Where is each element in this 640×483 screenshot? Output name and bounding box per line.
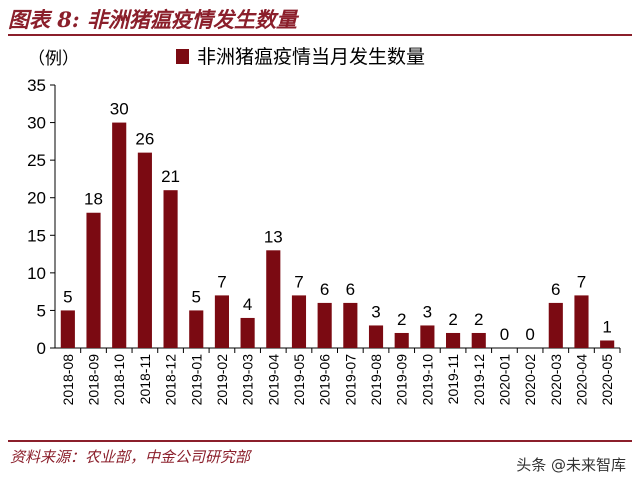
data-label: 1 bbox=[602, 317, 611, 336]
figure-title: 图表 8: 非洲猪瘟疫情发生数量 bbox=[8, 7, 297, 32]
x-tick-label: 2019-03 bbox=[240, 354, 256, 406]
y-tick-label: 35 bbox=[27, 76, 46, 95]
bar bbox=[446, 332, 461, 348]
x-tick-label: 2019-10 bbox=[419, 354, 435, 406]
x-axis-ticks: 2018-08 2018-09 2018-10 2018-11 2018-12 2019-… bbox=[60, 348, 621, 406]
bar bbox=[240, 317, 255, 348]
y-tick-label: 0 bbox=[37, 339, 46, 358]
bar bbox=[60, 310, 75, 348]
x-tick-label: 2019-05 bbox=[291, 354, 307, 406]
x-tick-label: 2020-02 bbox=[522, 354, 538, 406]
data-label: 2 bbox=[474, 310, 483, 329]
bar bbox=[600, 340, 615, 348]
data-label: 4 bbox=[243, 295, 252, 314]
bar bbox=[471, 332, 486, 348]
x-tick-label: 2019-08 bbox=[368, 354, 384, 406]
bars bbox=[60, 122, 615, 348]
data-label: 21 bbox=[161, 167, 180, 186]
data-label: 3 bbox=[423, 302, 432, 321]
x-tick-label: 2018-11 bbox=[137, 354, 153, 405]
data-label: 0 bbox=[525, 325, 534, 344]
y-axis-ticks: 0 5 10 15 20 25 30 35 bbox=[27, 76, 55, 358]
bar bbox=[163, 190, 178, 348]
bar bbox=[548, 302, 563, 348]
data-label: 2 bbox=[448, 310, 457, 329]
data-label: 13 bbox=[264, 227, 283, 246]
source-note: 资料来源：农业部，中金公司研究部 bbox=[10, 448, 251, 466]
bar bbox=[214, 295, 229, 348]
x-tick-label: 2018-10 bbox=[111, 354, 127, 406]
bar bbox=[420, 325, 435, 348]
x-tick-label: 2018-08 bbox=[60, 354, 76, 406]
x-tick-label: 2020-05 bbox=[599, 354, 615, 406]
data-label: 18 bbox=[84, 190, 103, 209]
x-tick-label: 2020-04 bbox=[573, 354, 589, 406]
y-tick-label: 10 bbox=[27, 264, 46, 283]
data-label: 3 bbox=[371, 302, 380, 321]
bar bbox=[291, 295, 307, 348]
title-rule bbox=[8, 34, 632, 36]
y-tick-label: 25 bbox=[27, 151, 46, 170]
x-tick-label: 2019-06 bbox=[317, 354, 333, 406]
bar bbox=[112, 122, 127, 348]
x-tick-label: 2019-07 bbox=[342, 354, 358, 406]
y-tick-label: 20 bbox=[27, 189, 46, 208]
data-label: 7 bbox=[294, 272, 303, 291]
data-label: 6 bbox=[320, 280, 329, 299]
legend-swatch bbox=[176, 49, 189, 64]
bar bbox=[266, 250, 281, 348]
watermark: 头条 @未来智库 bbox=[516, 456, 626, 474]
data-label: 7 bbox=[577, 272, 586, 291]
data-label: 6 bbox=[551, 280, 560, 299]
bar bbox=[368, 325, 384, 348]
data-label: 5 bbox=[63, 287, 72, 306]
x-tick-label: 2020-03 bbox=[548, 354, 564, 406]
bar bbox=[86, 212, 101, 348]
x-tick-label: 2018-12 bbox=[163, 354, 179, 406]
data-label: 6 bbox=[346, 280, 355, 299]
data-label: 2 bbox=[397, 310, 406, 329]
x-tick-label: 2019-11 bbox=[445, 354, 461, 405]
data-label: 0 bbox=[500, 325, 509, 344]
data-label: 26 bbox=[135, 130, 154, 149]
bar bbox=[189, 310, 204, 348]
bar bbox=[343, 302, 358, 348]
x-tick-label: 2019-02 bbox=[214, 354, 230, 406]
x-tick-label: 2019-09 bbox=[394, 354, 410, 406]
y-axis-unit-label: （例） bbox=[28, 49, 79, 69]
source-rule bbox=[8, 440, 632, 442]
x-tick-label: 2019-01 bbox=[188, 354, 204, 406]
y-tick-label: 5 bbox=[37, 301, 46, 320]
data-label: 7 bbox=[217, 272, 226, 291]
bar bbox=[394, 332, 409, 348]
bar bbox=[137, 152, 152, 348]
y-tick-label: 15 bbox=[27, 226, 46, 245]
x-tick-label: 2019-04 bbox=[265, 354, 281, 406]
bar bbox=[317, 302, 332, 348]
x-tick-label: 2020-01 bbox=[496, 354, 512, 406]
legend-label: 非洲猪瘟疫情当月发生数量 bbox=[197, 46, 425, 68]
bar bbox=[574, 295, 589, 348]
x-tick-label: 2018-09 bbox=[86, 354, 102, 406]
data-label: 30 bbox=[110, 100, 129, 119]
y-tick-label: 30 bbox=[27, 114, 46, 133]
x-tick-label: 2019-12 bbox=[471, 354, 487, 406]
data-label: 5 bbox=[192, 287, 201, 306]
